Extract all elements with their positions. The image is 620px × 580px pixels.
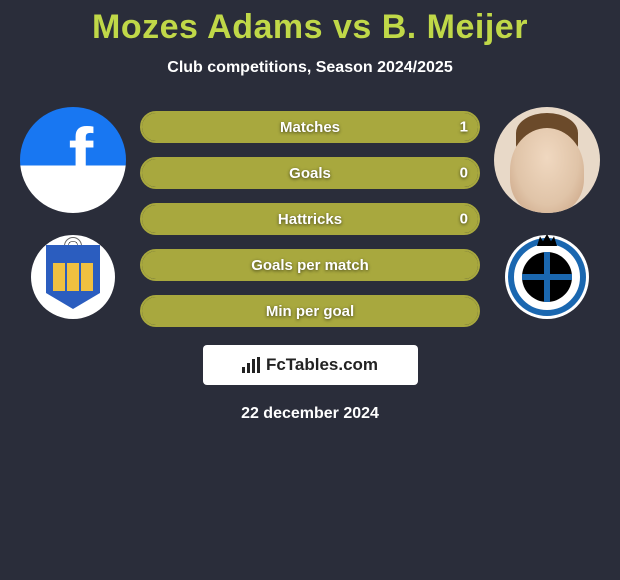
left-club-badge bbox=[31, 235, 115, 319]
left-side: f bbox=[18, 107, 128, 319]
badge-ring-icon bbox=[508, 238, 586, 316]
facebook-f-icon: f bbox=[69, 112, 94, 197]
comparison-content: f Matches 1 Goals 0 Hattricks 0 Goals per matc… bbox=[0, 107, 620, 327]
bar-label: Goals per match bbox=[251, 257, 369, 274]
subtitle: Club competitions, Season 2024/2025 bbox=[0, 59, 620, 77]
bar-chart-icon bbox=[242, 357, 260, 373]
bar-value-right: 1 bbox=[460, 119, 468, 136]
fctables-logo: FcTables.com bbox=[203, 345, 418, 385]
right-side bbox=[492, 107, 602, 319]
logo-text: FcTables.com bbox=[266, 355, 378, 375]
right-club-badge bbox=[505, 235, 589, 319]
date-text: 22 december 2024 bbox=[0, 405, 620, 423]
stat-bar: Hattricks 0 bbox=[140, 203, 480, 235]
right-player-avatar bbox=[494, 107, 600, 213]
shield-icon bbox=[46, 245, 100, 309]
face-shape bbox=[510, 128, 584, 213]
stat-bar: Matches 1 bbox=[140, 111, 480, 143]
crown-icon bbox=[537, 235, 557, 246]
bar-label: Matches bbox=[280, 119, 340, 136]
bar-value-right: 0 bbox=[460, 165, 468, 182]
bar-value-right: 0 bbox=[460, 211, 468, 228]
stat-bar: Goals 0 bbox=[140, 157, 480, 189]
stat-bar: Min per goal bbox=[140, 295, 480, 327]
bar-label: Goals bbox=[289, 165, 331, 182]
page-title: Mozes Adams vs B. Meijer bbox=[0, 0, 620, 47]
bar-label: Hattricks bbox=[278, 211, 342, 228]
bar-label: Min per goal bbox=[266, 303, 354, 320]
left-player-avatar: f bbox=[20, 107, 126, 213]
stat-bars: Matches 1 Goals 0 Hattricks 0 Goals per match M… bbox=[140, 107, 480, 327]
tower-icon bbox=[67, 263, 79, 291]
badge-inner-icon bbox=[522, 252, 572, 302]
stat-bar: Goals per match bbox=[140, 249, 480, 281]
